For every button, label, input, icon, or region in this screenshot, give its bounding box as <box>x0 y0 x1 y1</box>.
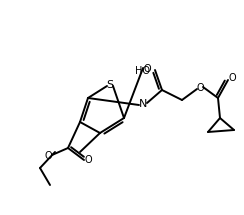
Text: N: N <box>139 99 147 109</box>
Text: O: O <box>44 151 52 161</box>
Text: S: S <box>106 80 113 90</box>
Text: O: O <box>143 64 151 74</box>
Text: HO: HO <box>135 66 151 76</box>
Text: O: O <box>84 155 92 165</box>
Text: O: O <box>196 83 204 93</box>
Text: O: O <box>228 73 236 83</box>
